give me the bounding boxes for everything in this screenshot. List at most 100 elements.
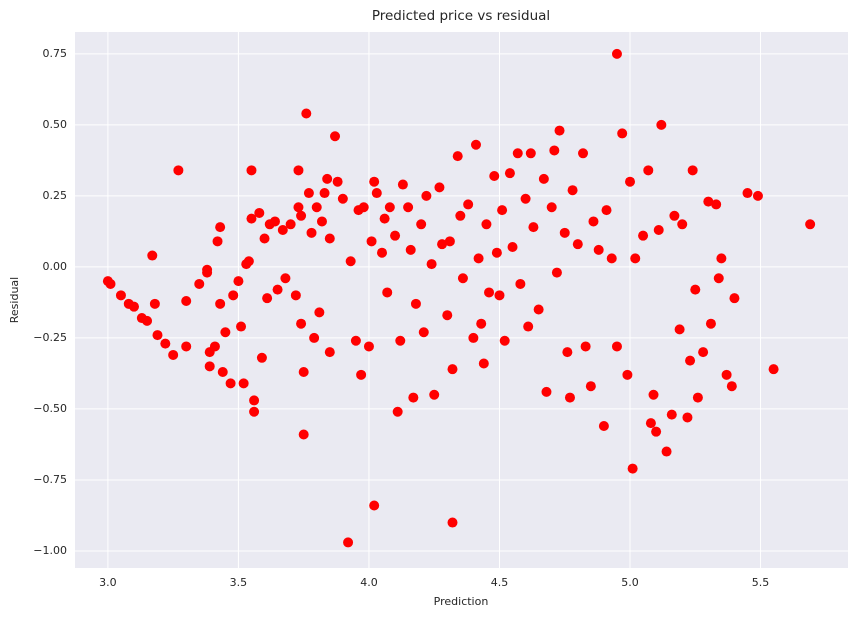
point <box>442 310 453 321</box>
point <box>168 349 179 360</box>
point <box>601 205 612 216</box>
point <box>390 230 401 241</box>
point <box>598 420 609 431</box>
point <box>309 332 320 343</box>
point <box>319 188 330 199</box>
point <box>648 389 659 400</box>
point <box>298 429 309 440</box>
point <box>484 287 495 298</box>
point <box>243 256 254 267</box>
y-tick-label: 0.75 <box>43 47 68 60</box>
point <box>476 318 487 329</box>
point <box>523 321 534 332</box>
point <box>369 500 380 511</box>
point <box>578 148 589 159</box>
point <box>611 48 622 59</box>
point <box>567 185 578 196</box>
point <box>551 267 562 278</box>
point <box>314 307 325 318</box>
plot-area <box>75 32 848 568</box>
point <box>682 412 693 423</box>
point <box>721 369 732 380</box>
point <box>455 210 466 221</box>
point <box>499 335 510 346</box>
point <box>384 202 395 213</box>
point <box>470 139 481 150</box>
point <box>690 284 701 295</box>
point <box>611 341 622 352</box>
point <box>217 367 228 378</box>
point <box>572 239 583 250</box>
point <box>468 332 479 343</box>
point <box>142 315 153 326</box>
point <box>666 409 677 420</box>
x-tick-label: 3.5 <box>230 576 248 589</box>
point <box>405 244 416 255</box>
point <box>562 347 573 358</box>
point <box>209 341 220 352</box>
point <box>546 202 557 213</box>
point <box>202 264 213 275</box>
point <box>280 273 291 284</box>
point <box>416 219 427 230</box>
point <box>638 230 649 241</box>
point <box>643 165 654 176</box>
point <box>293 202 304 213</box>
point <box>296 318 307 329</box>
point <box>674 324 685 335</box>
point <box>215 298 226 309</box>
point <box>194 278 205 289</box>
point <box>149 298 160 309</box>
x-tick-label: 5.5 <box>752 576 770 589</box>
point <box>625 176 636 187</box>
point <box>204 361 215 372</box>
point <box>238 378 249 389</box>
point <box>653 224 664 235</box>
point <box>692 392 703 403</box>
point <box>685 355 696 366</box>
point <box>528 222 539 233</box>
point <box>369 176 380 187</box>
point <box>768 364 779 375</box>
point <box>296 210 307 221</box>
point <box>249 406 260 417</box>
point <box>677 219 688 230</box>
point <box>421 190 432 201</box>
point <box>533 304 544 315</box>
y-axis-label: Residual <box>8 277 21 323</box>
point <box>669 210 680 221</box>
point <box>269 216 280 227</box>
point <box>246 213 257 224</box>
point <box>105 278 116 289</box>
point <box>651 426 662 437</box>
point <box>301 108 312 119</box>
point <box>729 293 740 304</box>
point <box>687 165 698 176</box>
point <box>515 278 526 289</box>
point <box>698 347 709 358</box>
point <box>152 330 163 341</box>
point <box>147 250 158 261</box>
x-tick-label: 5.0 <box>621 576 639 589</box>
point <box>588 216 599 227</box>
point <box>447 517 458 528</box>
point <box>262 293 273 304</box>
y-tick-label: 0.50 <box>43 118 68 131</box>
point <box>290 290 301 301</box>
point <box>447 364 458 375</box>
point <box>392 406 403 417</box>
point <box>512 148 523 159</box>
point <box>437 239 448 250</box>
point <box>377 247 388 258</box>
point <box>491 247 502 258</box>
point <box>504 168 515 179</box>
point <box>463 199 474 210</box>
point <box>254 207 265 218</box>
point <box>181 295 192 306</box>
point <box>452 151 463 162</box>
point <box>233 276 244 287</box>
point <box>311 202 322 213</box>
point <box>457 273 468 284</box>
point <box>358 202 369 213</box>
point <box>350 335 361 346</box>
